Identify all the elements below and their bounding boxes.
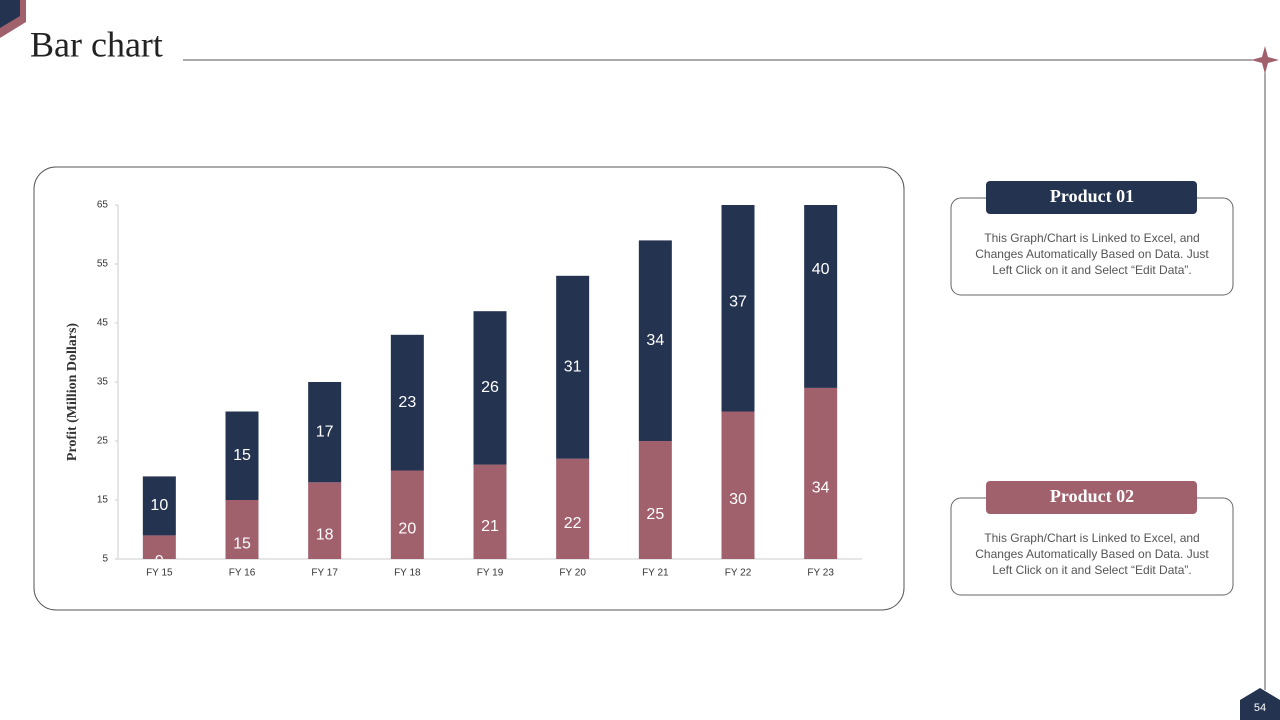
data-label: 18: [316, 527, 334, 544]
y-tick-label: 55: [97, 259, 109, 270]
description-text: This Graph/Chart is Linked to Excel, and: [984, 531, 1199, 545]
description-text: Left Click on it and Select “Edit Data”.: [992, 263, 1191, 277]
x-tick-label: FY 17: [311, 568, 338, 579]
data-label: 22: [564, 515, 582, 532]
data-label: 34: [646, 332, 664, 349]
y-axis-label: Profit (Million Dollars): [65, 323, 80, 461]
description-text: Left Click on it and Select “Edit Data”.: [992, 563, 1191, 577]
x-tick-label: FY 21: [642, 568, 669, 579]
x-tick-label: FY 20: [559, 568, 586, 579]
bar-segment: [390, 334, 424, 471]
bars: 9 10 15 15 18 17 20 23 21 26 22 31 25 34 30 37 34 40: [142, 205, 838, 570]
description-header: [986, 481, 1197, 514]
data-label: 25: [646, 506, 664, 523]
data-label: 17: [316, 423, 334, 440]
x-tick-label: FY 15: [146, 568, 173, 579]
data-label: 34: [812, 479, 830, 496]
bar-segment: [225, 411, 259, 500]
bar-segment: [142, 476, 176, 536]
data-label: 15: [233, 535, 251, 552]
x-tick-label: FY 19: [477, 568, 504, 579]
x-tick-label: FY 22: [725, 568, 752, 579]
description-text: Changes Automatically Based on Data. Jus…: [975, 247, 1209, 261]
data-label: 21: [481, 518, 499, 535]
y-tick-label: 25: [97, 436, 109, 447]
data-label: 30: [729, 491, 747, 508]
bar-segment: [721, 411, 755, 559]
data-label: 37: [729, 294, 747, 311]
x-tick-label: FY 23: [807, 568, 834, 579]
data-label: 10: [150, 497, 168, 514]
data-label: 40: [812, 261, 830, 278]
bar-segment: [225, 500, 259, 559]
data-label: 26: [481, 379, 499, 396]
bar-segment: [473, 311, 507, 465]
y-tick-label: 45: [97, 318, 109, 329]
bar-segment: [804, 205, 838, 388]
bar-segment: [142, 535, 176, 559]
bar-segment: [308, 482, 342, 559]
data-label: 20: [398, 521, 416, 538]
description-title: Product 01: [1050, 186, 1134, 206]
data-label: 15: [233, 447, 251, 464]
chart-card: [33, 166, 905, 611]
bar-segment: [473, 464, 507, 559]
slide-title: Bar chart: [30, 24, 163, 64]
description-text: This Graph/Chart is Linked to Excel, and: [984, 231, 1199, 245]
star-decoration: [1251, 46, 1279, 74]
y-tick-label: 35: [97, 377, 109, 388]
description-title: Product 02: [1050, 486, 1134, 506]
description-header: [986, 181, 1197, 214]
bar-segment: [721, 205, 755, 412]
bar-segment: [390, 470, 424, 559]
y-tick-label: 65: [97, 200, 109, 211]
page-badge: [1240, 688, 1280, 720]
x-tick-label: FY 18: [394, 568, 421, 579]
description-text: Changes Automatically Based on Data. Jus…: [975, 547, 1209, 561]
y-tick-label: 5: [102, 554, 108, 565]
page-number: 54: [1254, 702, 1266, 714]
data-label: 31: [564, 358, 582, 375]
bar-segment: [308, 382, 342, 483]
data-label: 23: [398, 394, 416, 411]
x-tick-label: FY 16: [229, 568, 256, 579]
bar-segment: [638, 441, 672, 559]
corner-decoration: [0, 0, 20, 28]
bar-segment: [556, 275, 590, 459]
bar-segment: [804, 387, 838, 559]
bar-segment: [638, 240, 672, 441]
y-tick-label: 15: [97, 495, 109, 506]
data-label: 9: [155, 553, 164, 570]
bar-segment: [556, 458, 590, 559]
